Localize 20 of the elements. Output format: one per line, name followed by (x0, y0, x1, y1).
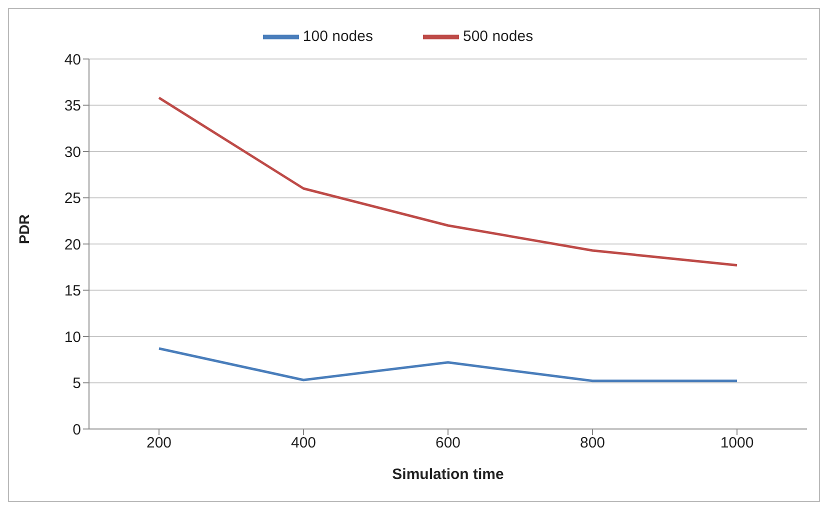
y-tick-label: 10 (64, 328, 81, 346)
x-axis-title: Simulation time (392, 466, 504, 483)
y-tick-label: 25 (64, 190, 81, 208)
y-tick-label: 15 (64, 282, 81, 300)
y-axis-title: PDR (16, 214, 32, 244)
x-tick-label: 400 (290, 434, 316, 452)
line-series (158, 96, 738, 267)
y-tick-label: 5 (72, 375, 81, 392)
y-tick-label: 40 (64, 51, 81, 68)
y-tick-label: 0 (72, 421, 81, 438)
y-tick-label: 30 (64, 144, 81, 161)
legend-label: 100 nodes (302, 28, 373, 46)
line-series (158, 347, 738, 382)
x-tick-label: 200 (146, 434, 172, 452)
legend-label: 500 nodes (463, 28, 534, 46)
x-tick-label: 600 (435, 434, 461, 452)
y-tick-label: 35 (64, 98, 81, 115)
x-tick-label: 800 (580, 434, 606, 452)
y-tick-label: 20 (64, 236, 81, 254)
x-tick-label: 1000 (720, 434, 754, 452)
